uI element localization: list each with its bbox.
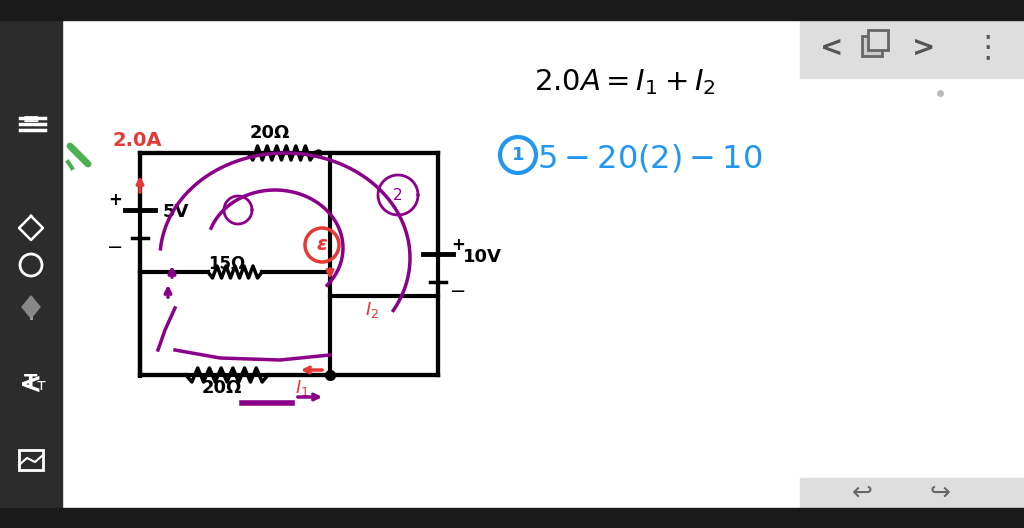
FancyBboxPatch shape <box>868 30 888 50</box>
Text: −: − <box>450 281 466 300</box>
Bar <box>800 20 1024 78</box>
Text: <: < <box>19 371 43 399</box>
Text: $5 - 20(2) - 10$: $5 - 20(2) - 10$ <box>538 142 763 174</box>
Bar <box>0 0 1024 20</box>
Bar <box>19 450 43 470</box>
Text: ⋮: ⋮ <box>973 33 1004 62</box>
Bar <box>800 478 1024 508</box>
Text: 5V: 5V <box>163 203 189 221</box>
Text: ↪: ↪ <box>930 481 950 505</box>
Text: ≡: ≡ <box>22 112 40 132</box>
Text: <: < <box>820 34 844 62</box>
Text: 2.0A: 2.0A <box>113 130 163 149</box>
Text: $2.0A = \mathit{I}_1+\mathit{I}_2$: $2.0A = \mathit{I}_1+\mathit{I}_2$ <box>535 67 716 97</box>
Text: 15Ω: 15Ω <box>208 255 246 273</box>
Bar <box>0 508 1024 528</box>
Text: 10V: 10V <box>463 248 502 266</box>
Bar <box>0 20 62 508</box>
Text: $I_2$: $I_2$ <box>365 300 379 320</box>
Text: +: + <box>451 236 465 254</box>
Text: 20Ω: 20Ω <box>202 379 243 397</box>
FancyBboxPatch shape <box>862 36 882 56</box>
Text: т: т <box>37 379 45 393</box>
Text: 1: 1 <box>512 146 524 164</box>
Text: +: + <box>109 191 122 209</box>
Polygon shape <box>22 296 40 318</box>
Text: ↩: ↩ <box>852 481 872 505</box>
Text: T: T <box>25 372 38 391</box>
Text: $I_1$: $I_1$ <box>295 378 309 398</box>
Text: 20Ω: 20Ω <box>250 124 290 142</box>
Text: ε: ε <box>316 235 328 254</box>
Text: −: − <box>106 239 123 258</box>
Text: 2: 2 <box>393 187 402 203</box>
Text: >: > <box>912 34 936 62</box>
